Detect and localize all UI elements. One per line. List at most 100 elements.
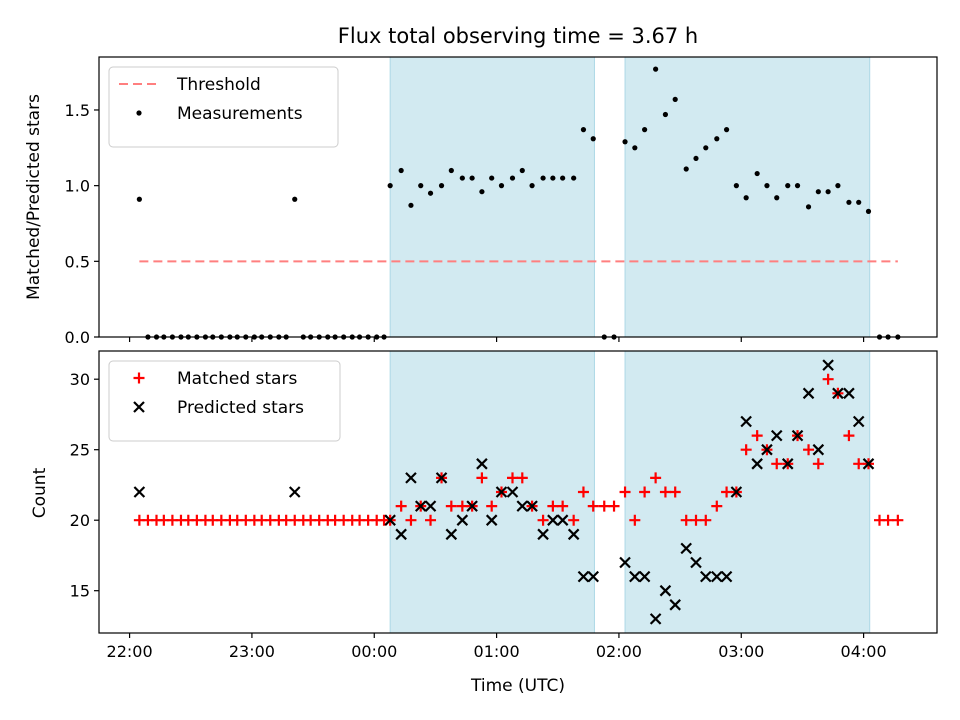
- data-point: [653, 66, 659, 72]
- data-point: [690, 514, 702, 526]
- data-point: [650, 472, 662, 484]
- data-point: [133, 486, 146, 498]
- plot-frame: [98, 350, 938, 634]
- data-point: [587, 570, 600, 583]
- data-point: [567, 528, 580, 541]
- legend-box: [108, 66, 339, 148]
- data-point: [469, 175, 475, 181]
- data-point: [556, 514, 569, 526]
- data-point: [608, 500, 620, 512]
- data-point: [638, 570, 651, 583]
- data-point: [832, 387, 844, 400]
- data-point: [509, 175, 516, 181]
- data-point: [700, 570, 712, 583]
- data-point: [822, 373, 834, 385]
- data-point: [547, 514, 559, 526]
- x-tick-label: 23:00: [229, 642, 275, 661]
- data-point: [489, 175, 495, 181]
- data-point: [825, 189, 831, 195]
- data-point: [485, 514, 498, 526]
- data-point: [619, 486, 631, 498]
- y-tick-label: 1.0: [65, 177, 90, 196]
- x-axis-label: Time (UTC): [470, 676, 565, 696]
- data-point: [619, 556, 631, 569]
- data-point: [629, 514, 641, 526]
- data-point: [812, 443, 825, 456]
- data-point: [456, 514, 469, 526]
- data-point: [476, 458, 488, 470]
- data-point: [856, 199, 862, 205]
- legend-label: Threshold: [176, 75, 261, 95]
- data-point: [506, 472, 518, 484]
- y-tick-label: 0.0: [65, 328, 90, 347]
- data-point: [537, 528, 549, 541]
- legend-swatch: [133, 401, 145, 413]
- data-point: [516, 500, 529, 512]
- data-point: [435, 472, 448, 484]
- data-point: [408, 202, 414, 208]
- data-point: [136, 196, 142, 202]
- data-point: [395, 528, 407, 541]
- data-point: [680, 514, 692, 526]
- ratio-y-axis-label: Matched/Predicted stars: [24, 94, 44, 300]
- data-point: [425, 514, 437, 526]
- count-panel: 15 20 25 30 22:00 23:00 00:00 01:00 02:00 03:00 04…: [70, 350, 938, 661]
- data-point: [730, 486, 743, 498]
- data-point: [649, 613, 662, 625]
- data-point: [639, 486, 651, 498]
- data-point: [781, 458, 794, 470]
- data-point: [642, 127, 648, 133]
- x-tick-label: 01:00: [474, 642, 520, 661]
- data-point: [395, 500, 407, 512]
- data-point: [690, 556, 702, 569]
- data-point: [577, 486, 589, 498]
- data-point: [835, 183, 841, 189]
- data-point: [723, 127, 730, 133]
- data-point: [791, 429, 804, 442]
- data-point: [805, 204, 812, 210]
- data-point: [384, 514, 396, 526]
- legend-entry: Measurements: [136, 104, 303, 124]
- observing-interval-0: [389, 350, 595, 634]
- data-point: [557, 500, 569, 512]
- data-point: [802, 387, 815, 400]
- data-point: [693, 155, 699, 162]
- data-point: [438, 183, 445, 189]
- data-point: [882, 514, 894, 526]
- data-point: [672, 96, 678, 102]
- legend-entry: Predicted stars: [133, 398, 304, 418]
- data-point: [519, 167, 525, 174]
- data-point: [669, 486, 681, 498]
- data-point: [659, 486, 671, 498]
- data-point: [843, 430, 855, 442]
- legend-label: Predicted stars: [177, 398, 304, 418]
- data-point: [405, 514, 417, 526]
- data-point: [892, 514, 904, 526]
- x-tick-label: 04:00: [841, 642, 887, 661]
- data-point: [414, 500, 427, 512]
- data-point: [862, 458, 875, 470]
- data-point: [761, 443, 773, 456]
- data-point: [424, 500, 437, 512]
- legend-box: [108, 360, 341, 442]
- y-tick-label: 0.5: [65, 252, 90, 271]
- plot-frame: [98, 56, 938, 338]
- data-point: [387, 183, 393, 189]
- legend-label: Matched stars: [177, 369, 297, 389]
- data-point: [598, 500, 610, 512]
- data-point: [526, 500, 538, 512]
- data-point: [498, 183, 505, 189]
- data-point: [683, 166, 689, 172]
- data-point: [703, 145, 709, 151]
- data-point: [288, 486, 301, 498]
- legend-entry: Threshold: [119, 75, 261, 95]
- data-point: [516, 472, 528, 484]
- data-point: [740, 444, 752, 456]
- data-point: [733, 183, 739, 189]
- count-y-axis-label: Count: [30, 467, 50, 518]
- y-tick-label: 15: [70, 582, 90, 601]
- legend-swatch: [133, 372, 145, 384]
- data-point: [785, 183, 791, 189]
- data-point: [846, 199, 852, 205]
